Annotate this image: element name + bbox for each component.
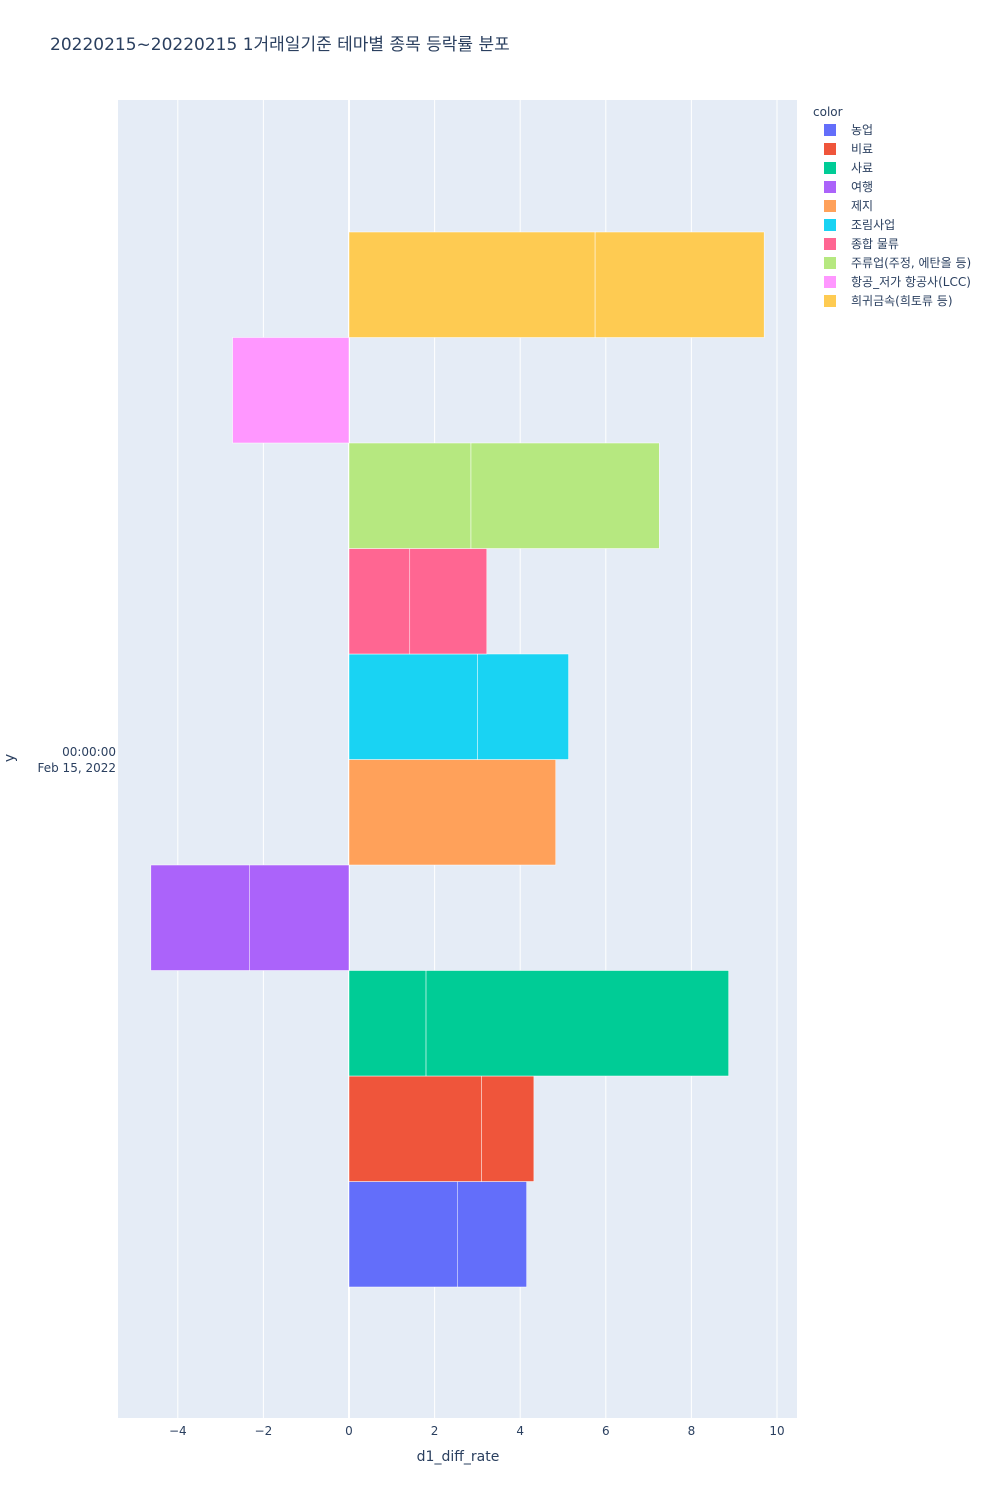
- x-tick-label: 6: [602, 1424, 610, 1438]
- bar-segment[interactable]: [470, 442, 660, 549]
- bars: [150, 231, 765, 1288]
- bar-segment[interactable]: [348, 970, 427, 1077]
- bar-segment[interactable]: [481, 1075, 535, 1182]
- legend-label[interactable]: 항공_저가 항공사(LCC): [851, 275, 971, 289]
- x-tick-label: −4: [169, 1424, 187, 1438]
- x-tick-label: 2: [431, 1424, 439, 1438]
- bar-segment[interactable]: [348, 442, 472, 549]
- y-axis-title: y: [2, 754, 18, 762]
- bar-segment[interactable]: [348, 548, 411, 655]
- bar-segment[interactable]: [594, 231, 765, 338]
- legend-label[interactable]: 제지: [851, 199, 873, 213]
- legend-swatch[interactable]: [824, 181, 836, 193]
- x-tick-labels: −4 −2 0 2 4 6 8 10: [169, 1424, 785, 1438]
- legend-swatch[interactable]: [824, 219, 836, 231]
- legend-swatch[interactable]: [824, 143, 836, 155]
- legend-title: color: [813, 105, 843, 119]
- bar-segment[interactable]: [425, 970, 729, 1077]
- legend-swatch[interactable]: [824, 257, 836, 269]
- bar-segment[interactable]: [348, 231, 596, 338]
- x-tick-label: 8: [688, 1424, 696, 1438]
- bar-segment[interactable]: [477, 653, 569, 760]
- y-tick-label-date: Feb 15, 2022: [38, 761, 117, 775]
- bar-segment[interactable]: [150, 864, 250, 971]
- legend-swatch[interactable]: [824, 238, 836, 250]
- legend-label[interactable]: 사료: [851, 161, 873, 175]
- x-tick-label: −2: [255, 1424, 273, 1438]
- x-tick-label: 10: [769, 1424, 784, 1438]
- x-tick-label: 0: [345, 1424, 353, 1438]
- bar-segment[interactable]: [457, 1181, 527, 1288]
- legend-swatch[interactable]: [824, 200, 836, 212]
- bar-segment[interactable]: [409, 548, 488, 655]
- legend-label[interactable]: 종합 물류: [851, 237, 899, 251]
- bar-segment[interactable]: [232, 337, 350, 444]
- legend-label[interactable]: 주류업(주정, 에탄올 등): [851, 256, 971, 270]
- legend-swatch[interactable]: [824, 295, 836, 307]
- x-axis-title: d1_diff_rate: [417, 1449, 500, 1465]
- legend-swatch[interactable]: [824, 162, 836, 174]
- legend-label[interactable]: 비료: [851, 142, 873, 156]
- legend-label[interactable]: 여행: [851, 179, 873, 194]
- legend-label[interactable]: 조림사업: [851, 218, 895, 232]
- bar-segment[interactable]: [348, 653, 478, 760]
- bar-segment[interactable]: [348, 1181, 458, 1288]
- legend-label[interactable]: 희귀금속(희토류 등): [851, 294, 953, 308]
- chart-title: 20220215~20220215 1거래일기준 테마별 종목 등락률 분포: [50, 35, 510, 55]
- x-tick-label: 4: [516, 1424, 524, 1438]
- bar-segment[interactable]: [249, 864, 350, 971]
- legend-swatch[interactable]: [824, 124, 836, 136]
- y-tick-label-time: 00:00:00: [62, 745, 116, 759]
- bar-segment[interactable]: [348, 1075, 482, 1182]
- legend-swatch[interactable]: [824, 276, 836, 288]
- bar-segment[interactable]: [348, 759, 556, 866]
- legend-label[interactable]: 농업: [851, 123, 873, 137]
